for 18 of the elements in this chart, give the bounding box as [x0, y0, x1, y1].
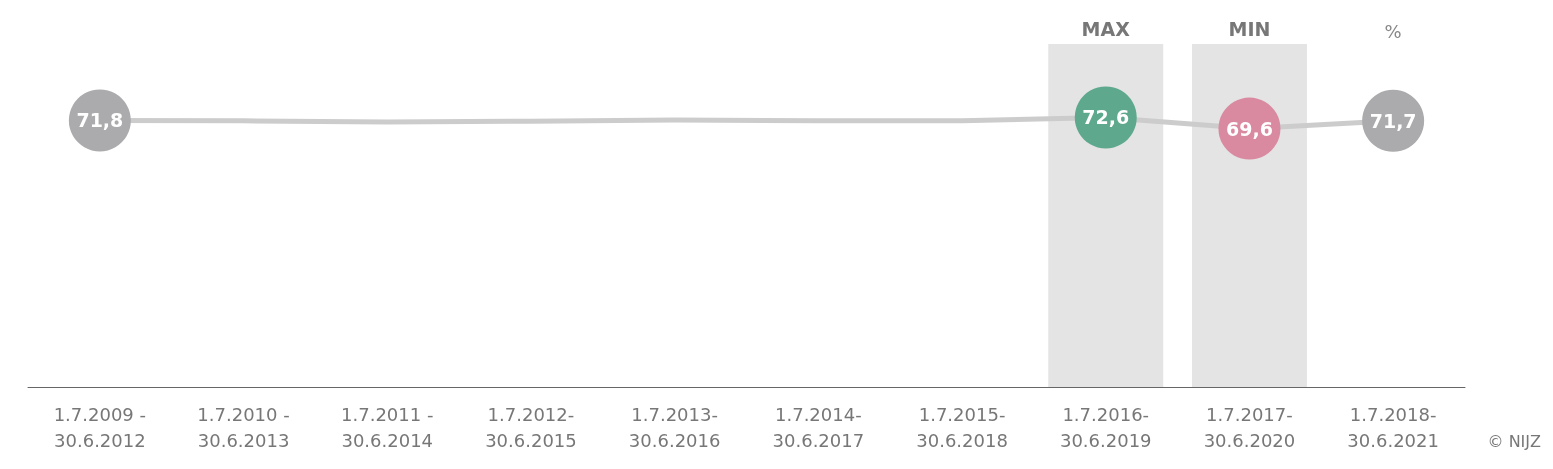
data-label: 72,6	[1082, 106, 1130, 129]
text: © NIJZ	[1487, 431, 1542, 451]
data-label: 71,7	[1369, 109, 1417, 132]
band-label: MIN	[1228, 17, 1271, 40]
data-label: 71,8	[76, 109, 124, 132]
x-tick-label: 1.7.2013- 30.6.2016	[628, 403, 721, 451]
x-tick-label: 1.7.2017- 30.6.2020	[1203, 403, 1296, 451]
x-tick-label: 1.7.2010 - 30.6.2013	[197, 403, 290, 451]
x-tick-label: 1.7.2016- 30.6.2019	[1059, 403, 1152, 451]
x-tick-label: 1.7.2015- 30.6.2018	[916, 403, 1008, 451]
x-tick-label: 1.7.2009 - 30.6.2012	[53, 403, 147, 451]
x-tick-label: 1.7.2011 - 30.6.2014	[341, 403, 434, 451]
text: %	[1384, 20, 1402, 42]
band-label: MAX	[1081, 17, 1131, 40]
x-tick-label: 1.7.2014- 30.6.2017	[772, 403, 865, 451]
data-label: 69,6	[1226, 117, 1273, 140]
x-tick-label: 1.7.2018- 30.6.2021	[1347, 403, 1439, 451]
x-tick-label: 1.7.2012- 30.6.2015	[485, 403, 577, 451]
